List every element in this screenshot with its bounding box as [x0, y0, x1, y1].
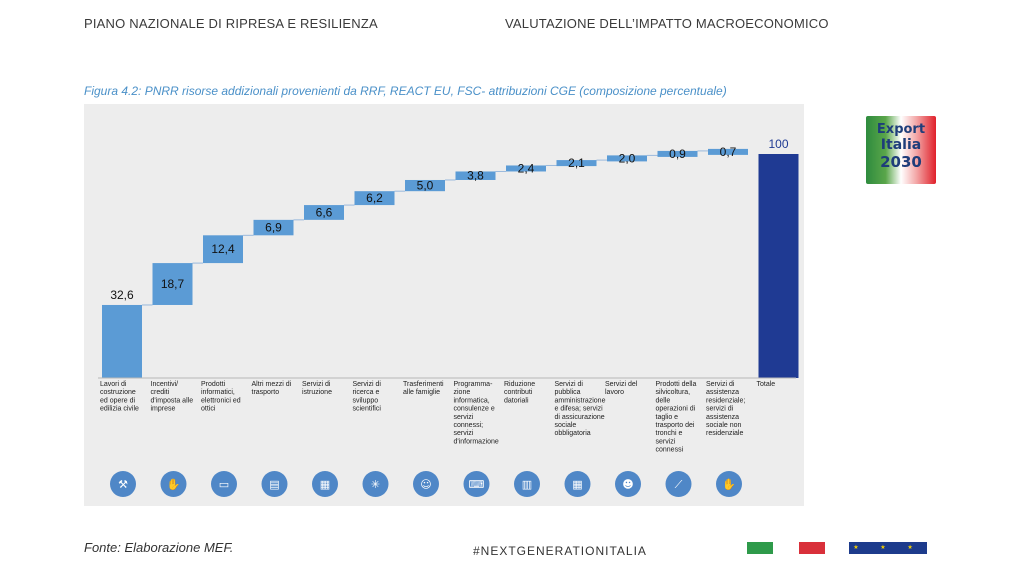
construction-crane-icon: ⚒: [110, 471, 136, 497]
bar-chart-icon: ▥: [514, 471, 540, 497]
value-label-7: 3,8: [467, 169, 484, 183]
bar-3: [253, 219, 294, 236]
flag-green-block: [747, 542, 773, 554]
category-label-5: Servizi di ricerca e sviluppo scientifici: [353, 381, 382, 413]
hashtag: #NEXTGENERATIONITALIA: [473, 544, 647, 558]
category-label-3: Altri mezzi di trasporto: [252, 381, 292, 396]
bar-5: [354, 191, 395, 206]
bar-1: [152, 263, 193, 305]
category-label-10: Servizi del lavoro: [605, 381, 638, 396]
logo-line-3: 2030: [880, 153, 922, 171]
forestry-truck-icon: ⟋: [665, 471, 692, 497]
waterfall-chart-panel: 32,6 Lavori di costruzione ed opere di edili…: [84, 104, 804, 506]
value-label-6: 5,0: [417, 179, 434, 193]
value-label-4: 6,6: [316, 205, 333, 219]
social-care-icon: ✋: [716, 471, 742, 497]
eu-flag: ★ ★ ★: [849, 542, 927, 554]
waterfall-chart: 32,6 Lavori di costruzione ed opere di edili…: [98, 137, 799, 497]
family-icon: ☺: [413, 471, 439, 497]
government-building-icon: ▦: [564, 471, 591, 497]
train-icon: ▤: [261, 471, 288, 497]
svg-text:✋: ✋: [722, 478, 736, 491]
bar-8: [506, 165, 546, 172]
category-label-1: Incentivi/crediti d'imposta alle imprese: [151, 381, 194, 413]
total-bar: [758, 154, 799, 378]
logo-line-1: Export: [876, 122, 926, 137]
value-label-5: 6,2: [366, 191, 383, 205]
value-label-12: 0,7: [720, 145, 737, 159]
value-label-9: 2,1: [568, 156, 585, 170]
bar-2: [203, 235, 243, 264]
value-label-11: 0,9: [669, 147, 686, 161]
svg-text:▦: ▦: [572, 478, 582, 491]
svg-text:☻: ☻: [622, 478, 633, 491]
value-label-2: 12,4: [211, 242, 235, 256]
category-label-8: Riduzione contributi datoriali: [504, 381, 535, 404]
svg-text:▤: ▤: [269, 478, 279, 491]
bar-10: [607, 155, 647, 162]
computer-monitor-icon: ▭: [211, 471, 237, 497]
svg-text:▦: ▦: [320, 478, 330, 491]
category-label-12: Servizi di assistenza residenziale; servizi…: [706, 381, 745, 437]
svg-text:✋: ✋: [167, 478, 181, 491]
value-label-0: 32,6: [110, 288, 134, 302]
header-left-title: PIANO NAZIONALE DI RIPRESA E RESILIENZA: [84, 16, 378, 31]
worker-icon: ☻: [615, 471, 641, 497]
svg-text:✳: ✳: [371, 478, 380, 491]
bar-12: [708, 148, 748, 155]
category-label-13: Totale: [757, 381, 776, 388]
svg-text:⌨: ⌨: [469, 478, 485, 491]
value-label-3: 6,9: [265, 221, 282, 235]
svg-text:⚒: ⚒: [118, 478, 128, 491]
hand-coin-icon: ✋: [160, 471, 187, 497]
category-label-0: Lavori di costruzione ed opere di edilizia …: [100, 381, 139, 413]
bar-9: [556, 160, 597, 167]
bar-6: [405, 179, 445, 192]
value-label-8: 2,4: [518, 161, 535, 175]
bar-11: [657, 150, 698, 157]
figure-title: Figura 4.2: PNRR risorse addizionali pro…: [84, 84, 727, 98]
logo-line-2: Italia: [880, 137, 922, 153]
book-icon: ▦: [312, 471, 338, 497]
value-label-13: 100: [768, 137, 788, 151]
value-label-10: 2,0: [619, 151, 636, 165]
value-label-1: 18,7: [161, 277, 185, 291]
flag-red-block: [799, 542, 825, 554]
category-label-6: Trasferimenti alle famiglie: [403, 381, 444, 396]
svg-text:☺: ☺: [420, 478, 431, 491]
header-right-title: VALUTAZIONE DELL’IMPATTO MACROECONOMICO: [505, 16, 829, 31]
category-label-4: Servizi di istruzione: [302, 381, 332, 396]
svg-text:▭: ▭: [219, 478, 229, 491]
research-icon: ✳: [362, 471, 389, 497]
bar-0: [102, 304, 142, 378]
svg-text:⟋: ⟋: [675, 478, 683, 491]
programmer-icon: ⌨: [463, 471, 490, 497]
bar-4: [304, 205, 344, 220]
category-label-2: Prodotti informatici, elettronici ed ottici: [201, 381, 241, 413]
svg-text:▥: ▥: [522, 478, 532, 491]
category-label-9: Servizi di pubblica amministrazione e difes…: [555, 381, 606, 437]
export-italia-logo: Export Italia 2030: [866, 116, 936, 184]
bar-7: [455, 171, 496, 180]
category-label-11: Prodotti della silvicoltura, delle operazio…: [656, 381, 697, 454]
source-note: Fonte: Elaborazione MEF.: [84, 540, 234, 555]
